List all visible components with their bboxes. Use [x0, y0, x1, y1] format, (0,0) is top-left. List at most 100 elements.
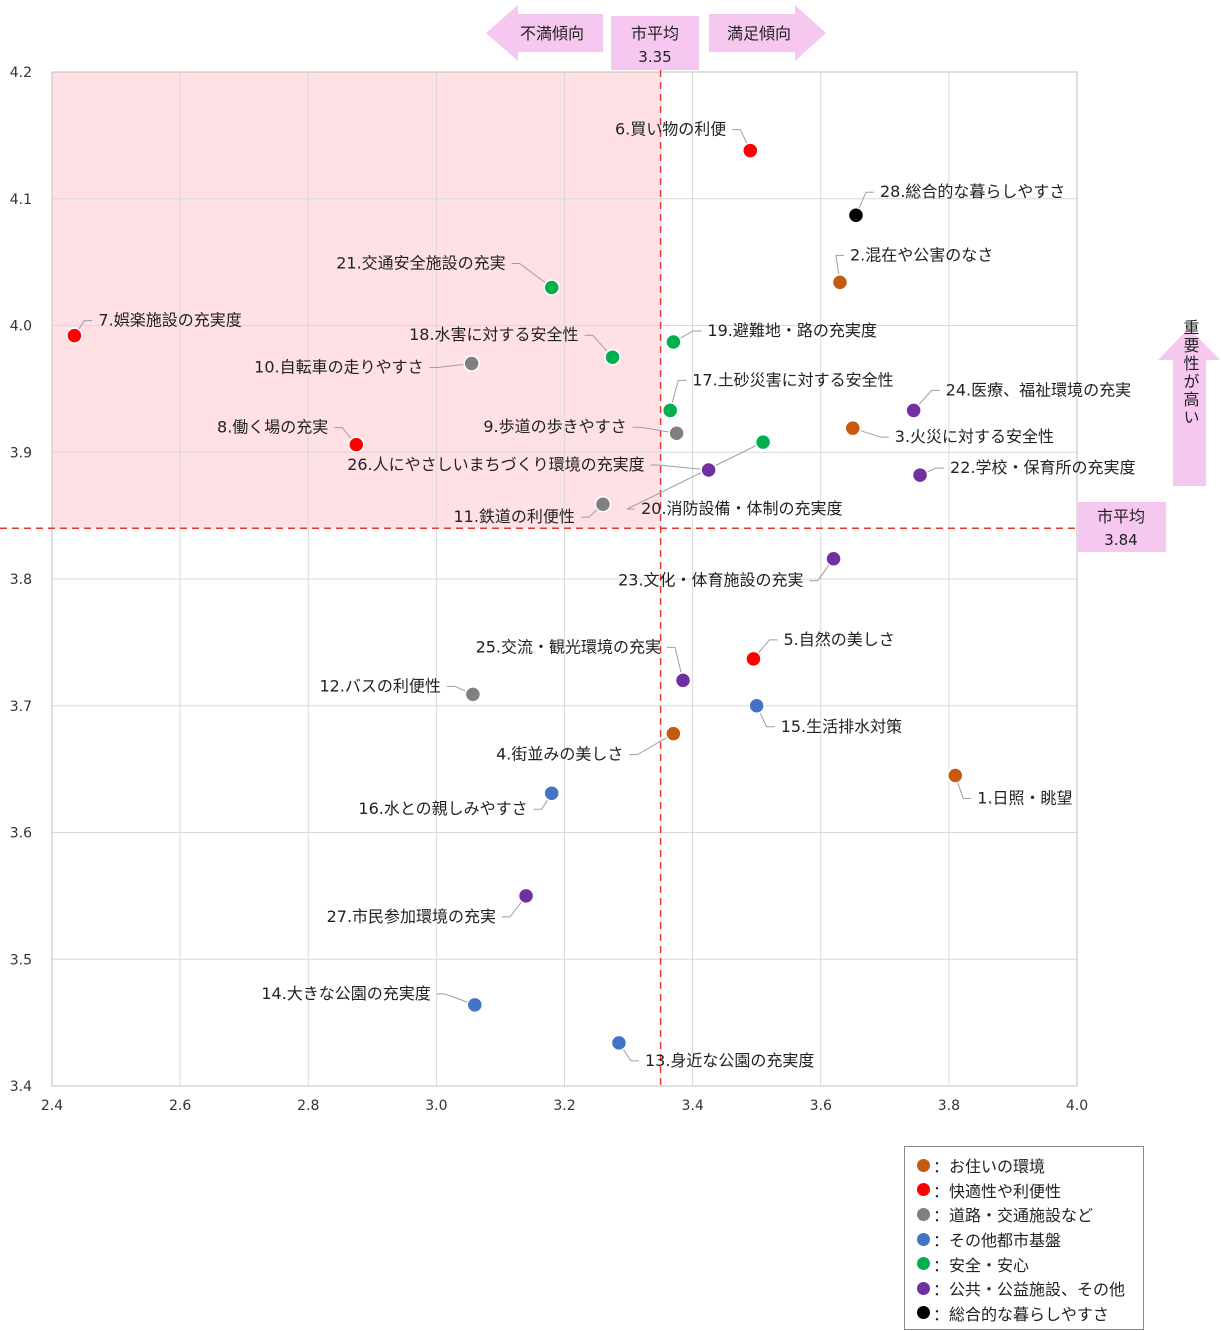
arrow-left-dissatisfied [486, 5, 603, 61]
data-point [517, 887, 535, 905]
leader-line [629, 733, 674, 756]
point-label: 4.街並みの美しさ [496, 745, 623, 764]
data-point [604, 348, 621, 366]
legend-marker [917, 1232, 930, 1246]
point-label: 26.人にやさしいまちづくり環境の充実度 [347, 455, 644, 474]
legend-marker [917, 1183, 930, 1197]
data-point [748, 697, 765, 714]
data-point [700, 461, 717, 479]
leader-line [650, 464, 709, 471]
leader-line [436, 993, 475, 1006]
leader-line [913, 389, 940, 411]
point-label: 18.水害に対する安全性 [409, 325, 578, 344]
point-label: 12.バスの利便性 [319, 676, 440, 695]
legend-entry: ：その他都市基盤 [917, 1227, 1143, 1252]
point-label: 28.総合的な暮らしやすさ [880, 182, 1065, 201]
legend-marker [917, 1257, 930, 1271]
leader-line [753, 639, 778, 660]
point-label: 15.生活排水対策 [781, 717, 902, 736]
legend-label: ：その他都市基盤 [933, 1231, 1062, 1251]
point-label: 8.働く場の充実 [217, 418, 328, 437]
legend-marker [917, 1281, 930, 1295]
data-point [610, 1034, 628, 1052]
point-labels: 1.日照・眺望 2.混在や公害のなさ 3.火災に対する安全性 4.街並みの美しさ 5.自… [98, 120, 1135, 1070]
point-label: 10.自転車の走りやすさ [254, 358, 423, 377]
point-label: 5.自然の美しさ [783, 630, 894, 649]
data-point [665, 333, 682, 351]
data-point [754, 433, 772, 451]
arrow-right-satisfied [709, 5, 826, 61]
legend: ：お住いの環境 ：快適性や利便性 ：道路・交通施設など ：その他都市基盤 ：安全・安心 ：… [904, 1146, 1144, 1330]
data-point [742, 142, 759, 159]
data-point [661, 402, 679, 419]
point-label: 13.身近な公園の充実度 [645, 1051, 814, 1070]
x-tick-label: 2.6 [169, 1098, 191, 1114]
plot-border [51, 71, 1078, 1087]
average-lines [0, 46, 1078, 1086]
point-label: 6.買い物の利便 [615, 120, 726, 139]
leader-line [809, 558, 834, 582]
point-label: 9.歩道の歩きやすさ [483, 417, 626, 436]
legend-label: ：公共・公益施設、その他 [933, 1280, 1126, 1300]
y-tick-label: 3.9 [10, 445, 32, 461]
leader-line [667, 646, 684, 681]
data-point [911, 466, 929, 484]
legend-entry: ：快適性や利便性 [917, 1178, 1143, 1203]
y-tick-label: 3.7 [10, 699, 32, 715]
point-label: 17.土砂災害に対する安全性 [692, 370, 893, 389]
data-point [905, 402, 922, 419]
data-point [825, 550, 842, 567]
data-point [66, 327, 83, 344]
y-tick-label: 3.8 [10, 572, 32, 588]
legend-marker [917, 1207, 930, 1221]
x-tick-label: 3.0 [425, 1098, 447, 1114]
data-point [464, 686, 482, 703]
legend-label: ：安全・安心 [933, 1255, 1030, 1275]
average-y-box [1078, 502, 1166, 552]
point-label: 27.市民参加環境の充実 [327, 907, 496, 926]
leader-line [632, 426, 677, 434]
leader-line [626, 441, 764, 510]
leader-line [855, 191, 874, 216]
leader-line [669, 379, 687, 411]
data-point [847, 206, 865, 224]
axes: 2.4 2.6 2.8 3.0 3.2 3.4 3.6 3.8 4.0 3.4 3.5 3.6 3.7 3… [10, 65, 1088, 1114]
leader-line [584, 334, 613, 358]
data-point [831, 274, 849, 291]
arrow-right-label: 満足傾向 [727, 24, 791, 43]
leader-line [429, 363, 472, 369]
y-tick-label: 4.0 [10, 319, 32, 335]
x-tick-label: 4.0 [1066, 1098, 1088, 1114]
legend-label: ：道路・交通施設など [933, 1206, 1094, 1226]
data-points [66, 142, 964, 1052]
point-label: 1.日照・眺望 [977, 788, 1072, 807]
point-label: 20.消防設備・体制の充実度 [641, 499, 842, 518]
y-tick-label: 3.5 [10, 952, 32, 968]
average-y-value: 3.84 [1104, 531, 1137, 549]
average-x-value: 3.35 [638, 48, 671, 66]
data-point [947, 767, 964, 784]
x-tick-label: 2.4 [41, 1098, 63, 1114]
legend-marker [917, 1158, 930, 1172]
legend-label: ：総合的な暮らしやすさ [933, 1304, 1109, 1324]
arrow-left-label: 不満傾向 [520, 24, 584, 43]
point-label: 14.大きな公園の充実度 [261, 984, 430, 1003]
leader-line [511, 262, 552, 288]
legend-label: ：快適性や利便性 [933, 1181, 1062, 1201]
legend-marker [917, 1306, 930, 1320]
point-label: 2.混在や公害のなさ [850, 245, 993, 264]
legend-label: ：お住いの環境 [933, 1157, 1046, 1177]
point-label: 21.交通安全施設の充実 [336, 253, 505, 272]
y-tick-label: 3.6 [10, 826, 32, 842]
legend-entry: ：安全・安心 [917, 1251, 1143, 1276]
point-label: 23.文化・体育施設の充実 [618, 571, 803, 590]
point-label: 11.鉄道の利便性 [453, 507, 574, 526]
average-x-label: 市平均 [631, 24, 679, 43]
y-tick-label: 4.1 [10, 192, 32, 208]
average-x-box [611, 16, 699, 70]
data-point [594, 495, 612, 513]
point-label: 24.医療、福祉環境の充実 [946, 380, 1131, 399]
data-point [463, 355, 480, 372]
leader-line [502, 895, 527, 918]
